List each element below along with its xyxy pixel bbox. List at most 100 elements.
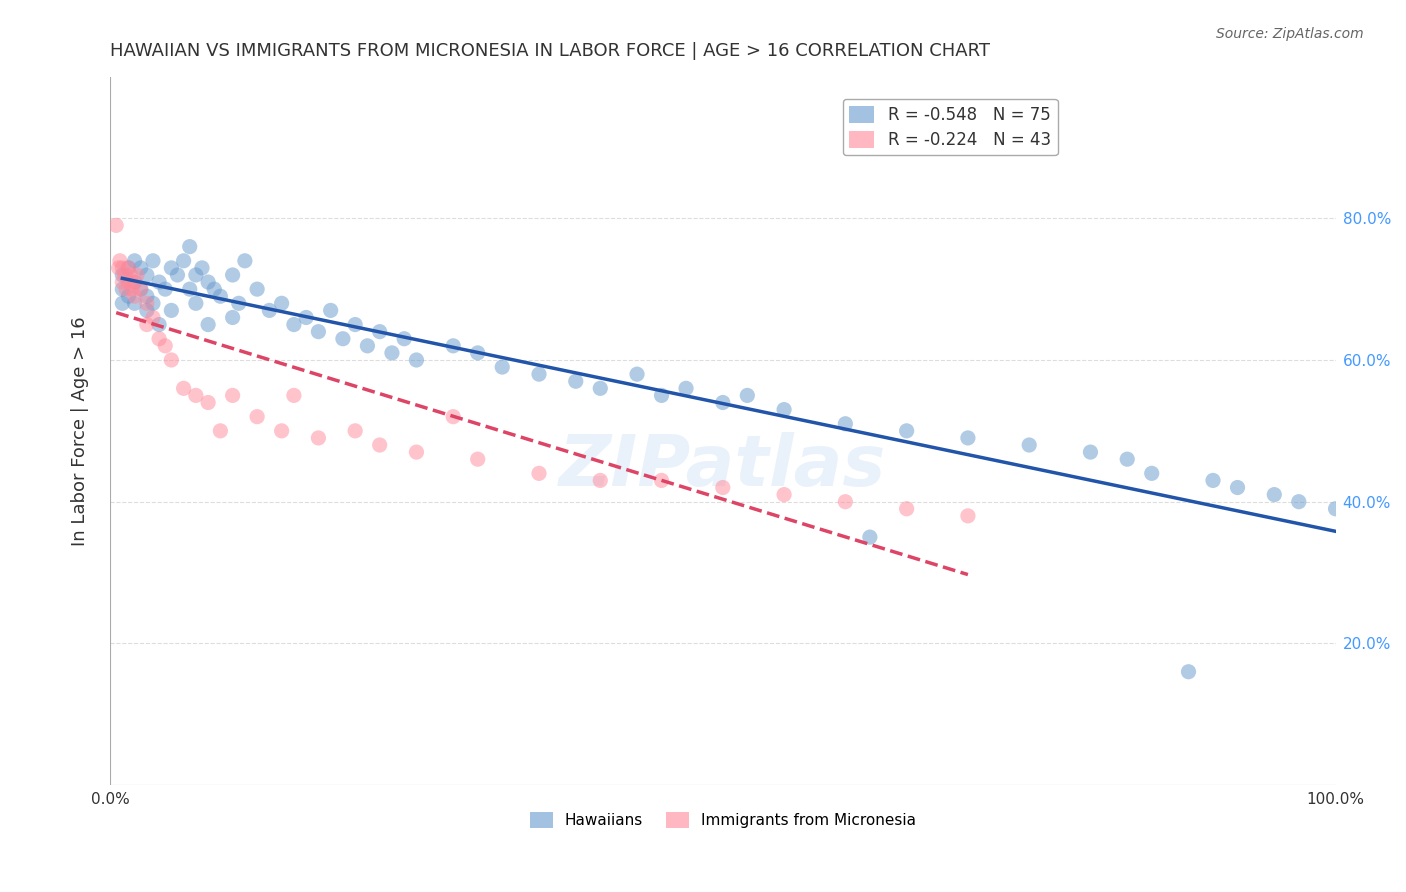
- Point: [129, 282, 152, 296]
- Text: ZIPatlas: ZIPatlas: [560, 432, 887, 500]
- Point: [148, 318, 170, 332]
- Point: [368, 325, 391, 339]
- Point: [173, 253, 195, 268]
- Point: [197, 395, 219, 409]
- Point: [142, 310, 165, 325]
- Point: [527, 367, 550, 381]
- Point: [202, 282, 225, 296]
- Point: [166, 268, 188, 282]
- Point: [405, 445, 427, 459]
- Text: Source: ZipAtlas.com: Source: ZipAtlas.com: [1216, 27, 1364, 41]
- Point: [221, 310, 243, 325]
- Legend: Hawaiians, Immigrants from Micronesia: Hawaiians, Immigrants from Micronesia: [523, 806, 922, 834]
- Y-axis label: In Labor Force | Age > 16: In Labor Force | Age > 16: [72, 316, 89, 546]
- Point: [295, 310, 318, 325]
- Point: [467, 346, 489, 360]
- Point: [589, 474, 612, 488]
- Point: [221, 388, 243, 402]
- Point: [184, 388, 207, 402]
- Point: [111, 296, 134, 310]
- Point: [124, 253, 146, 268]
- Point: [344, 424, 367, 438]
- Point: [356, 339, 378, 353]
- Point: [527, 467, 550, 481]
- Point: [125, 268, 148, 282]
- Point: [155, 282, 177, 296]
- Point: [1080, 445, 1102, 459]
- Point: [307, 325, 329, 339]
- Point: [129, 260, 152, 275]
- Point: [221, 268, 243, 282]
- Point: [120, 268, 142, 282]
- Point: [381, 346, 404, 360]
- Point: [651, 474, 673, 488]
- Point: [179, 239, 201, 253]
- Point: [1177, 665, 1199, 679]
- Point: [124, 275, 146, 289]
- Point: [179, 282, 201, 296]
- Point: [259, 303, 281, 318]
- Point: [392, 332, 415, 346]
- Point: [129, 282, 152, 296]
- Point: [155, 339, 177, 353]
- Point: [108, 253, 131, 268]
- Point: [834, 494, 856, 508]
- Point: [1018, 438, 1040, 452]
- Point: [160, 260, 183, 275]
- Point: [111, 282, 134, 296]
- Point: [711, 395, 734, 409]
- Point: [896, 501, 918, 516]
- Point: [737, 388, 759, 402]
- Point: [711, 481, 734, 495]
- Point: [135, 318, 157, 332]
- Point: [135, 303, 157, 318]
- Point: [124, 289, 146, 303]
- Point: [124, 275, 146, 289]
- Point: [111, 268, 134, 282]
- Point: [859, 530, 882, 544]
- Point: [1140, 467, 1163, 481]
- Point: [283, 388, 305, 402]
- Point: [121, 282, 143, 296]
- Point: [135, 296, 157, 310]
- Point: [233, 253, 256, 268]
- Point: [135, 268, 157, 282]
- Point: [626, 367, 648, 381]
- Point: [160, 353, 183, 368]
- Point: [441, 339, 464, 353]
- Point: [111, 275, 134, 289]
- Point: [491, 360, 513, 375]
- Point: [115, 282, 138, 296]
- Point: [114, 268, 136, 282]
- Point: [184, 296, 207, 310]
- Point: [148, 332, 170, 346]
- Point: [105, 219, 128, 233]
- Point: [1116, 452, 1139, 467]
- Point: [1324, 501, 1347, 516]
- Point: [107, 260, 129, 275]
- Point: [173, 381, 195, 395]
- Point: [197, 318, 219, 332]
- Point: [332, 332, 354, 346]
- Point: [1226, 481, 1249, 495]
- Point: [228, 296, 250, 310]
- Point: [148, 275, 170, 289]
- Point: [142, 296, 165, 310]
- Point: [209, 424, 232, 438]
- Point: [117, 260, 139, 275]
- Point: [117, 260, 139, 275]
- Point: [675, 381, 697, 395]
- Point: [135, 289, 157, 303]
- Point: [246, 282, 269, 296]
- Point: [117, 289, 139, 303]
- Point: [368, 438, 391, 452]
- Point: [197, 275, 219, 289]
- Point: [834, 417, 856, 431]
- Point: [184, 268, 207, 282]
- Point: [319, 303, 342, 318]
- Point: [270, 296, 292, 310]
- Point: [111, 260, 134, 275]
- Point: [1288, 494, 1310, 508]
- Point: [344, 318, 367, 332]
- Point: [564, 374, 586, 388]
